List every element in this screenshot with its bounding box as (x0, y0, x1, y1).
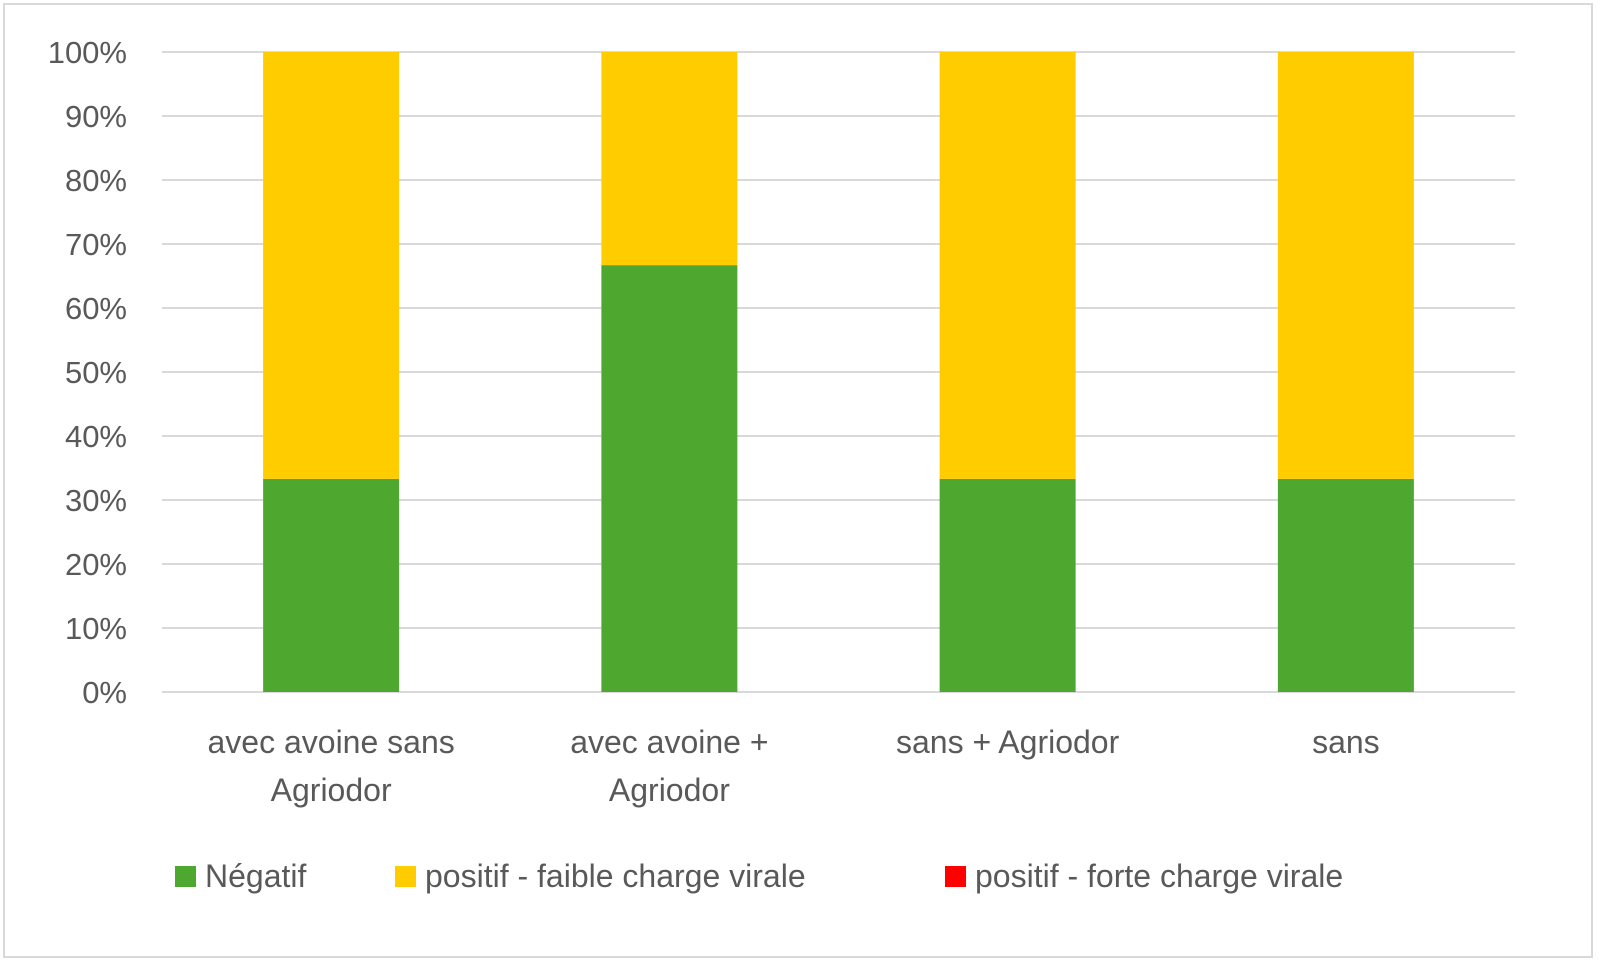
x-category-label: sans (1312, 724, 1380, 760)
bar-segment (939, 478, 1076, 692)
y-tick-label: 40% (65, 419, 127, 454)
bar-segment (601, 52, 738, 266)
legend-swatch (945, 866, 966, 887)
bar-segment (939, 52, 1076, 479)
y-tick-label: 70% (65, 227, 127, 262)
stacked-bar-chart: 0% 10% 20% 30% 40% 50% 60% 70% 80% 90% 100% avec av… (48, 35, 1515, 894)
legend-swatch (395, 866, 416, 887)
x-category-label: avec avoine sans (207, 724, 454, 760)
y-tick-label: 50% (65, 355, 127, 390)
bar-segment (263, 478, 400, 692)
x-category-label: avec avoine + (570, 724, 768, 760)
bar-segment (1277, 52, 1414, 479)
x-category-label: sans + Agriodor (896, 724, 1120, 760)
legend-label: Négatif (205, 858, 307, 894)
y-tick-label: 80% (65, 163, 127, 198)
bar-segment (1277, 478, 1414, 692)
y-tick-label: 20% (65, 547, 127, 582)
bar-segment (601, 265, 738, 692)
legend-swatch (175, 866, 196, 887)
y-tick-label: 0% (82, 675, 127, 710)
y-tick-label: 60% (65, 291, 127, 326)
bar-segment (263, 52, 400, 479)
x-category-label: Agriodor (271, 772, 392, 808)
x-category-label: Agriodor (609, 772, 730, 808)
legend-label: positif - faible charge virale (425, 858, 806, 894)
y-tick-label: 100% (48, 35, 127, 70)
y-tick-label: 10% (65, 611, 127, 646)
legend-label: positif - forte charge virale (975, 858, 1343, 894)
chart-frame: 0% 10% 20% 30% 40% 50% 60% 70% 80% 90% 100% avec av… (3, 3, 1593, 958)
y-tick-label: 90% (65, 99, 127, 134)
y-tick-label: 30% (65, 483, 127, 518)
